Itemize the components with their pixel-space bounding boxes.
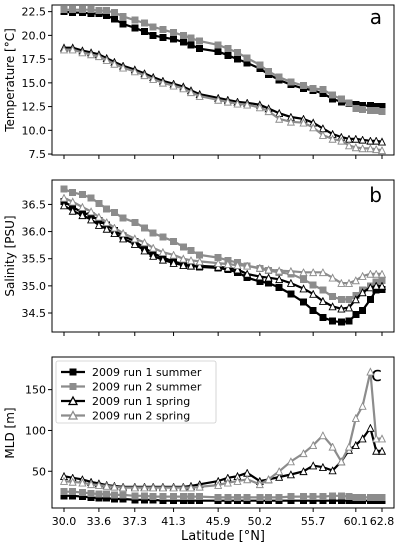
y-ticks: 7.5 10.0 12.5 15.0 17.5 20.0 22.5 bbox=[22, 6, 52, 161]
y-tick-label: 20.0 bbox=[22, 29, 47, 42]
y-tick-label: 150 bbox=[25, 384, 46, 397]
panel-letter: b bbox=[369, 183, 382, 207]
legend-marker bbox=[67, 410, 79, 420]
x-ticks bbox=[63, 155, 383, 159]
plot-frame bbox=[51, 4, 395, 156]
series-line bbox=[64, 492, 382, 498]
plot-frame bbox=[51, 356, 395, 509]
x-axis-label: Latitude [°N] bbox=[181, 529, 265, 544]
y-tick-label: 50 bbox=[32, 465, 46, 478]
y-tick-label: 10.0 bbox=[22, 124, 47, 137]
series-group bbox=[64, 10, 382, 151]
x-tick-label: 62.8 bbox=[370, 515, 395, 528]
legend-label: 2009 run 2 spring bbox=[92, 410, 190, 423]
series-line bbox=[64, 198, 382, 283]
y-tick-label: 100 bbox=[25, 424, 46, 437]
x-tick-label: 50.2 bbox=[248, 515, 273, 528]
panel-c: MLD [m] c Latitude [°N] 50 100 150 30.0 33.… bbox=[3, 356, 395, 544]
legend-marker bbox=[69, 383, 77, 390]
series-line bbox=[64, 428, 382, 487]
legend-label: 2009 run 1 summer bbox=[92, 366, 202, 379]
panel-letter: a bbox=[370, 5, 382, 29]
y-tick-label: 12.5 bbox=[22, 101, 47, 114]
y-tick-label: 35.0 bbox=[22, 280, 47, 293]
x-tick-label: 55.7 bbox=[301, 515, 326, 528]
panel-a: Temperature [°C] a 7.5 10.0 12.5 15.0 17.5 20… bbox=[3, 4, 395, 161]
series-group bbox=[64, 189, 382, 322]
x-tick-label: 60.1 bbox=[344, 515, 369, 528]
x-tick-label: 37.3 bbox=[123, 515, 148, 528]
series-line bbox=[64, 12, 382, 107]
series-line bbox=[64, 202, 382, 323]
panel-letter: c bbox=[371, 362, 382, 386]
series-group bbox=[64, 372, 382, 501]
y-axis-label: Salinity [PSU] bbox=[3, 215, 17, 296]
x-ticks: 30.0 33.6 37.3 41.3 45.9 50.2 55.7 60.1 62.8 bbox=[52, 508, 395, 528]
series-line bbox=[64, 372, 382, 488]
legend-box bbox=[55, 360, 217, 424]
legend-marker bbox=[67, 395, 79, 406]
plot-frame bbox=[51, 179, 395, 333]
x-tick-label: 45.9 bbox=[206, 515, 231, 528]
legend-marker bbox=[69, 368, 77, 376]
series-line bbox=[64, 50, 382, 151]
x-ticks bbox=[63, 332, 383, 336]
y-tick-label: 35.5 bbox=[22, 253, 47, 266]
y-ticks: 50 100 150 bbox=[25, 384, 52, 478]
y-tick-label: 7.5 bbox=[29, 148, 47, 161]
y-tick-label: 17.5 bbox=[22, 53, 47, 66]
legend-label: 2009 run 1 spring bbox=[92, 395, 190, 408]
y-tick-label: 36.5 bbox=[22, 198, 47, 211]
series-line bbox=[64, 206, 382, 309]
y-axis-label: Temperature [°C] bbox=[3, 28, 17, 133]
x-tick-label: 33.6 bbox=[87, 515, 112, 528]
panel-b: Salinity [PSU] b 34.5 35.0 35.5 36.0 36.5 bbox=[3, 179, 395, 336]
x-tick-label: 30.0 bbox=[52, 515, 77, 528]
y-tick-label: 15.0 bbox=[22, 77, 47, 90]
legend-label: 2009 run 2 summer bbox=[92, 381, 202, 394]
x-tick-label: 41.3 bbox=[161, 515, 186, 528]
y-tick-label: 36.0 bbox=[22, 226, 47, 239]
series-line bbox=[64, 189, 382, 299]
y-ticks: 34.5 35.0 35.5 36.0 36.5 bbox=[22, 198, 52, 320]
y-tick-label: 22.5 bbox=[22, 6, 47, 19]
y-tick-label: 34.5 bbox=[22, 307, 47, 320]
y-axis-label: MLD [m] bbox=[3, 407, 17, 458]
